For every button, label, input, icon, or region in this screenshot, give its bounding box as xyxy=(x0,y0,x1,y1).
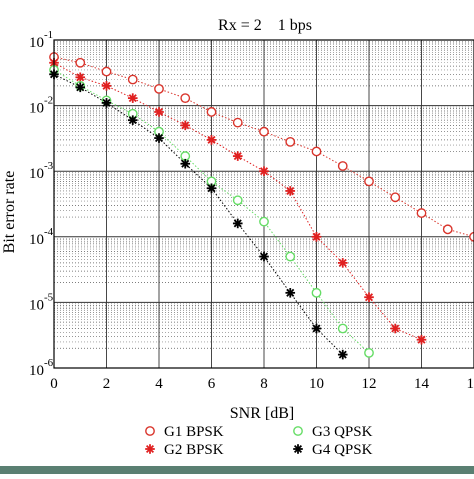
y-tick-exponent: -6 xyxy=(44,357,54,369)
legend-marker xyxy=(294,427,302,435)
data-point-series-1 xyxy=(129,75,137,83)
data-point-series-2 xyxy=(207,135,217,145)
data-point-series-1 xyxy=(470,233,474,241)
legend-marker xyxy=(146,427,154,435)
data-point-series-3 xyxy=(312,289,320,297)
data-point-series-2 xyxy=(180,121,190,131)
data-point-series-2 xyxy=(75,73,85,83)
legend-item: G3 QPSK xyxy=(294,424,373,440)
y-tick-label: 10-1 xyxy=(29,29,53,51)
x-axis-label: SNR [dB] xyxy=(230,405,294,422)
data-point-series-4 xyxy=(233,219,243,229)
data-point-series-4 xyxy=(154,133,164,143)
y-tick-label: 10-5 xyxy=(29,291,54,313)
legend-marker xyxy=(293,444,303,454)
data-point-series-4 xyxy=(207,183,217,193)
x-tick-label: 10 xyxy=(309,376,324,392)
data-point-series-2 xyxy=(285,186,295,196)
legend-marker xyxy=(145,444,155,454)
y-tick-label: 10-3 xyxy=(29,160,54,182)
y-axis-label: Bit error rate xyxy=(1,171,18,254)
y-tick-base: 10 xyxy=(29,363,44,379)
data-point-series-2 xyxy=(233,151,243,161)
data-point-series-3 xyxy=(365,349,373,357)
data-point-series-2 xyxy=(312,232,322,242)
legend-label: G1 BPSK xyxy=(164,424,224,440)
legend-item: G2 BPSK xyxy=(145,442,224,458)
data-point-series-1 xyxy=(155,85,163,93)
y-tick-base: 10 xyxy=(29,232,44,248)
data-point-series-1 xyxy=(76,59,84,67)
data-point-series-2 xyxy=(259,166,269,176)
y-tick-base: 10 xyxy=(29,166,44,182)
chart-title: Rx = 2 1 bps xyxy=(218,17,312,34)
x-tick-label: 2 xyxy=(103,376,111,392)
data-point-series-1 xyxy=(339,162,347,170)
bottom-strip xyxy=(0,466,474,474)
data-point-series-2 xyxy=(364,292,374,302)
data-point-series-1 xyxy=(365,177,373,185)
y-tick-exponent: -4 xyxy=(44,226,54,238)
data-point-series-1 xyxy=(391,193,399,201)
legend-label: G4 QPSK xyxy=(312,442,373,458)
data-point-series-4 xyxy=(312,324,322,334)
data-point-series-2 xyxy=(417,335,427,345)
y-tick-exponent: -3 xyxy=(44,160,54,172)
x-tick-label: 14 xyxy=(414,376,430,392)
legend-label: G3 QPSK xyxy=(312,424,373,440)
data-point-series-2 xyxy=(102,81,112,91)
data-point-series-1 xyxy=(181,94,189,102)
data-point-series-3 xyxy=(260,217,268,225)
data-point-series-3 xyxy=(234,196,242,204)
data-point-series-1 xyxy=(102,67,110,75)
data-point-series-4 xyxy=(180,159,190,169)
legend-item: G4 QPSK xyxy=(293,442,372,458)
data-point-series-4 xyxy=(102,98,112,108)
data-point-series-1 xyxy=(286,138,294,146)
data-point-series-3 xyxy=(339,324,347,332)
y-tick-base: 10 xyxy=(29,35,44,51)
data-point-series-2 xyxy=(154,107,164,117)
data-point-series-4 xyxy=(259,252,269,262)
legend-label: G2 BPSK xyxy=(164,442,224,458)
legend: G1 BPSK G2 BPSK G3 QPSK G4 QPSK xyxy=(145,424,372,458)
y-tick-exponent: -1 xyxy=(44,29,53,41)
data-point-series-2 xyxy=(128,93,138,103)
data-point-series-1 xyxy=(207,108,215,116)
y-tick-exponent: -2 xyxy=(44,95,53,107)
data-point-series-3 xyxy=(286,252,294,260)
data-point-series-4 xyxy=(75,83,85,93)
x-tick-label: 4 xyxy=(155,376,163,392)
y-tick-base: 10 xyxy=(29,101,44,117)
data-point-series-2 xyxy=(390,324,400,334)
data-point-series-1 xyxy=(234,118,242,126)
data-point-series-4 xyxy=(338,350,348,360)
x-tick-label: 12 xyxy=(362,376,377,392)
x-tick-label: 6 xyxy=(208,376,216,392)
x-tick-label: 8 xyxy=(260,376,268,392)
data-point-series-1 xyxy=(444,225,452,233)
x-tick-label: 16 xyxy=(467,376,474,392)
data-point-series-1 xyxy=(312,147,320,155)
y-tick-base: 10 xyxy=(29,297,44,313)
legend-item: G1 BPSK xyxy=(146,424,224,440)
data-point-series-2 xyxy=(338,258,348,268)
data-point-series-1 xyxy=(260,128,268,136)
y-tick-label: 10-4 xyxy=(29,226,54,248)
y-tick-exponent: -5 xyxy=(44,291,54,303)
y-tick-label: 10-2 xyxy=(29,95,53,117)
data-point-series-4 xyxy=(128,115,138,125)
data-point-series-1 xyxy=(417,209,425,217)
x-tick-label: 0 xyxy=(50,376,58,392)
data-point-series-4 xyxy=(285,288,295,298)
